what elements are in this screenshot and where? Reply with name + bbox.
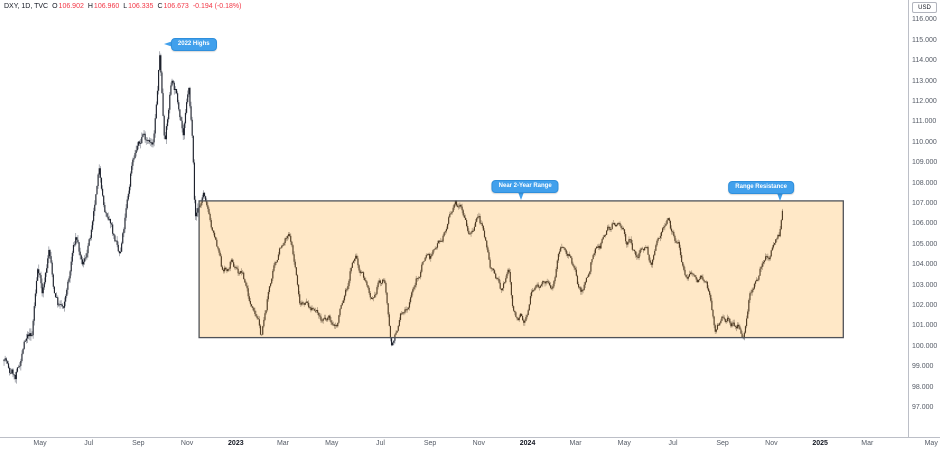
price-tick: 98.000 xyxy=(912,383,934,391)
price-tick: 110.000 xyxy=(912,138,937,146)
price-tick: 113.000 xyxy=(912,77,937,85)
time-tick: Nov xyxy=(472,440,486,447)
callout-2022-highs[interactable]: 2022 Highs xyxy=(170,37,217,51)
price-tick: 112.000 xyxy=(912,98,937,105)
ohlc-values: O106.902 H106.960 L106.335 C106.673 xyxy=(48,3,189,10)
price-tick: 107.000 xyxy=(912,200,938,207)
time-tick: 2025 xyxy=(812,440,828,447)
candles xyxy=(3,51,784,384)
currency-unit-button[interactable]: USD xyxy=(912,2,937,13)
time-tick: May xyxy=(924,440,938,447)
ohlc-label: C xyxy=(157,3,163,10)
time-tick: Jul xyxy=(668,440,678,447)
price-tick: 115.000 xyxy=(912,36,937,44)
price-tick: 103.000 xyxy=(912,281,938,289)
time-tick: Mar xyxy=(569,440,582,447)
price-tick: 102.000 xyxy=(912,302,938,309)
time-tick: Mar xyxy=(276,440,290,447)
symbol-header: DXY, 1D, TVC O106.902 H106.960 L106.335 C106… xyxy=(4,2,241,11)
time-tick: May xyxy=(325,440,339,447)
time-tick: Jul xyxy=(376,440,385,447)
time-tick: May xyxy=(33,440,47,447)
ohlc-label: H xyxy=(87,3,93,10)
price-tick: 106.000 xyxy=(912,220,938,228)
price-tick: 114.000 xyxy=(912,57,937,65)
callout-near-2-year-range[interactable]: Near 2-Year Range xyxy=(491,179,559,193)
callout-range-resistance[interactable]: Range Resistance xyxy=(728,180,794,194)
ohlc-value: 106.960 xyxy=(93,3,120,10)
ohlc-label: L xyxy=(123,3,128,10)
price-tick: 97.000 xyxy=(912,404,934,411)
price-tick: 108.000 xyxy=(912,179,938,187)
time-tick: 2023 xyxy=(228,440,244,447)
time-tick: 2024 xyxy=(519,440,536,447)
price-tick: 100.000 xyxy=(912,342,938,350)
time-tick: Nov xyxy=(765,440,778,447)
price-tick: 109.000 xyxy=(912,159,938,167)
time-tick: Jul xyxy=(84,440,94,447)
time-tick: Mar xyxy=(861,440,874,447)
callout-tail xyxy=(163,41,173,48)
time-axis-border xyxy=(0,437,940,438)
ohlc-value: 106.335 xyxy=(128,3,154,10)
ohlc-value: 106.673 xyxy=(163,3,189,10)
range-box-drawing[interactable] xyxy=(198,200,844,339)
callout-tail xyxy=(517,191,524,200)
ohlc-value: 106.902 xyxy=(58,3,84,10)
symbol-title[interactable]: DXY, 1D, TVC xyxy=(4,3,49,10)
price-tick: 111.000 xyxy=(912,118,937,126)
time-tick: Nov xyxy=(180,440,194,447)
time-tick: May xyxy=(617,440,631,447)
callout-tail xyxy=(776,192,783,201)
price-axis-border xyxy=(908,0,909,437)
price-tick: 116.000 xyxy=(912,16,937,24)
ohlc-label: O xyxy=(52,3,58,10)
price-tick: 101.000 xyxy=(912,322,938,330)
price-tick: 104.000 xyxy=(912,261,938,269)
change-value: -0.194 (-0.18%) xyxy=(192,3,242,10)
time-tick: Sep xyxy=(716,440,729,447)
time-tick: Sep xyxy=(423,440,437,447)
time-tick: Sep xyxy=(132,440,145,447)
price-tick: 105.000 xyxy=(912,240,938,248)
price-tick: 99.000 xyxy=(912,363,934,371)
